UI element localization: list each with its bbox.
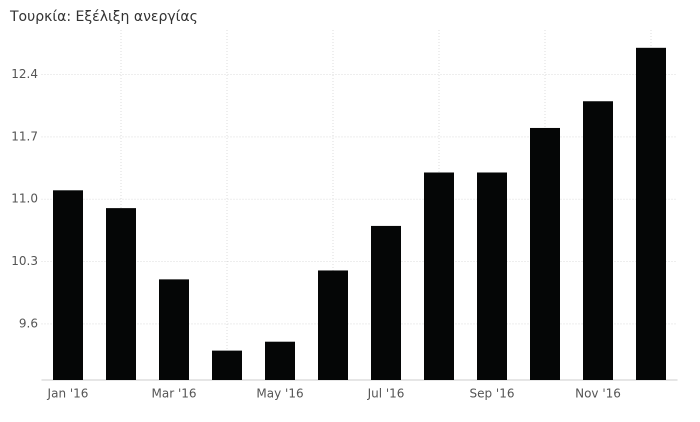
bar: [424, 172, 454, 380]
y-tick-label: 11.7: [11, 129, 38, 143]
y-tick-label: 10.3: [11, 254, 38, 268]
bar: [318, 270, 348, 380]
bar: [212, 350, 242, 380]
bar: [265, 341, 295, 380]
bar: [530, 127, 560, 380]
x-tick-label: Jan '16: [47, 387, 89, 401]
y-tick-label: 11.0: [11, 192, 38, 206]
bar: [106, 208, 136, 380]
bar: [636, 47, 666, 380]
bar: [159, 279, 189, 380]
bar: [583, 101, 613, 380]
chart-title: Τουρκία: Εξέλιξη ανεργίας: [9, 9, 198, 25]
x-tick-label: Jul '16: [367, 387, 405, 401]
bar: [371, 225, 401, 380]
x-tick-label: May '16: [256, 387, 303, 401]
bar: [53, 190, 83, 380]
x-tick-label: Mar '16: [151, 387, 196, 401]
x-tick-label: Nov '16: [575, 387, 621, 401]
y-tick-label: 12.4: [11, 67, 38, 81]
x-tick-label: Sep '16: [470, 387, 515, 401]
y-tick-label: 9.6: [19, 316, 38, 330]
bar: [477, 172, 507, 380]
